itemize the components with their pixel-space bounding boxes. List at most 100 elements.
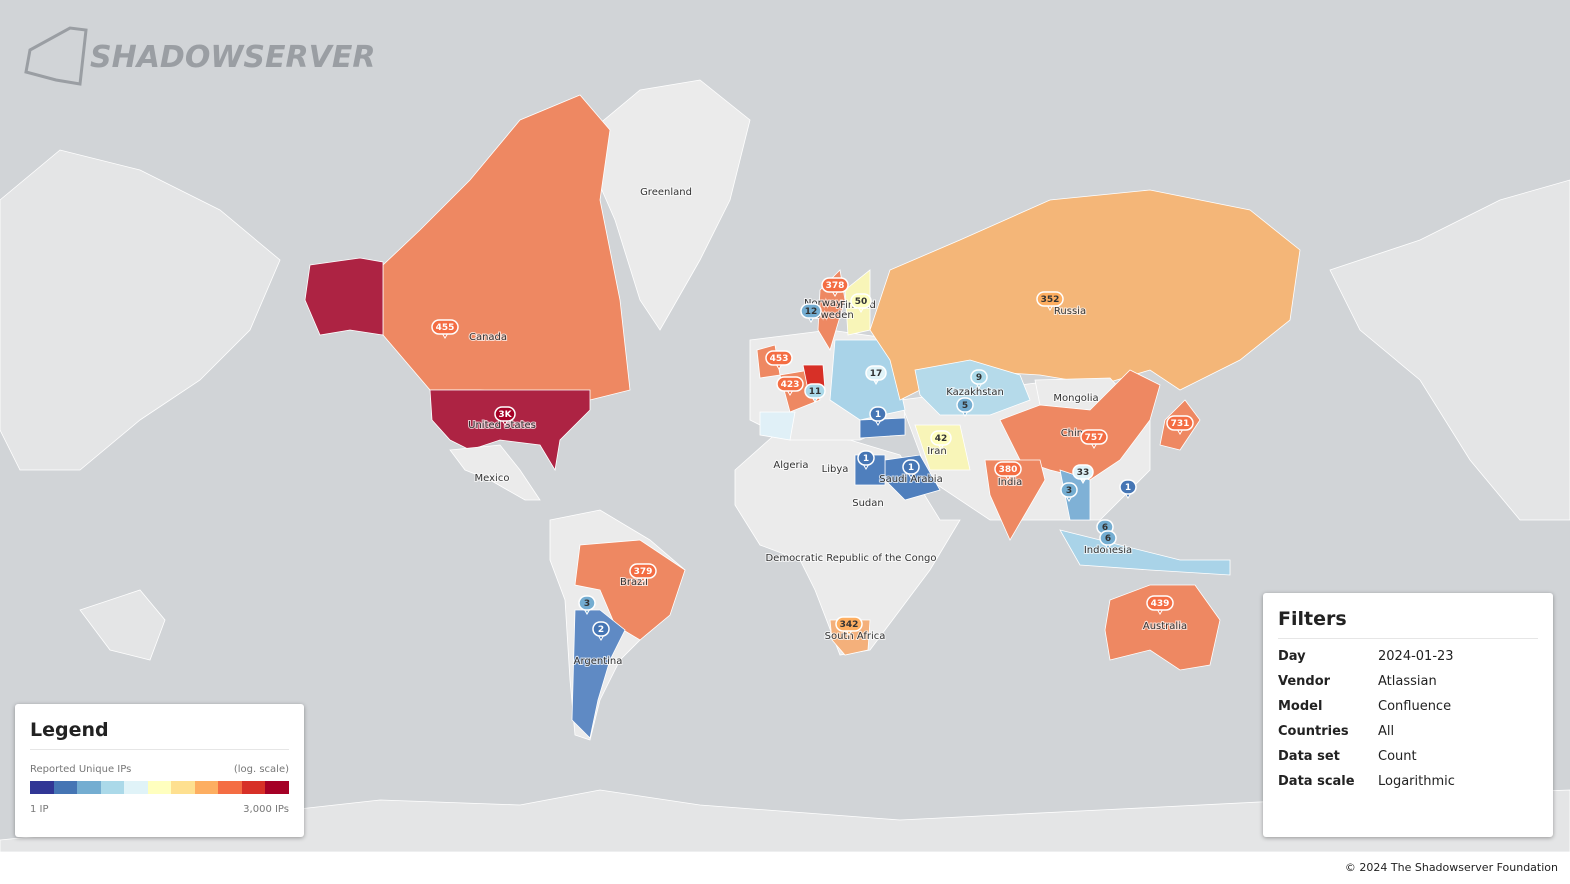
legend-swatch [30,781,54,794]
country-label: Argentina [574,656,623,667]
marker-label: 1 [1125,483,1131,493]
marker-label: 1 [863,454,869,464]
country-label: India [998,477,1023,488]
country-label: Sudan [852,498,884,509]
marker-label: 12 [805,307,818,317]
country-label: Libya [822,464,849,475]
argentina [571,609,626,739]
filters: Filters Day 2024-01-23 Vendor Atlassian Mode… [1263,593,1553,837]
marker-label: 6 [1105,534,1111,544]
markers: 4553K37932453423378125011171114295352380… [431,277,1194,641]
country-label: Australia [1143,621,1187,632]
logo: SHADOWSERVER [24,26,375,86]
marker-body [431,319,459,335]
marker-label: 11 [809,387,822,397]
marker-label: 5 [962,401,968,411]
marker-label: 352 [1041,295,1060,305]
marker-body [592,621,610,637]
marker-body [930,430,952,446]
marker-body [1036,291,1064,307]
marker-label: 342 [840,620,859,630]
marker: 757 [1080,429,1108,449]
country-label: Russia [1054,306,1086,317]
filter-value: Logarithmic [1378,774,1455,789]
marker: 3K [494,406,516,426]
filters-title: Filters [1278,608,1538,639]
australia [1104,584,1221,671]
marker: 342 [835,616,863,636]
legend-swatch [77,781,101,794]
marker-label: 6 [1102,523,1108,533]
marker: 423 [776,376,804,396]
land-south [79,589,166,661]
marker-label: 423 [781,380,800,390]
marker-label: 3 [1066,486,1072,496]
marker-label: 33 [1077,468,1090,478]
legend-title: Legend [30,719,289,750]
marker-body [1146,595,1174,611]
filter-row: Vendor Atlassian [1278,674,1538,689]
marker-body [850,293,872,309]
marker-body [1060,482,1078,498]
legend-swatch [100,781,125,794]
legend-swatch [124,781,148,794]
filter-value: Confluence [1378,699,1452,714]
marker-label: 1 [875,410,881,420]
logo-icon [24,26,88,86]
land [0,79,1570,852]
legend-swatch [147,781,172,794]
marker-body [1072,464,1094,480]
marker-label: 379 [634,567,653,577]
marker: 5 [956,397,974,417]
country-label: South Africa [825,631,886,642]
legend-header: Reported Unique IPs (log. scale) [30,764,289,775]
marker-body [804,383,826,399]
marker: 33 [1072,464,1094,484]
marker: 439 [1146,595,1174,615]
marker: 379 [629,563,657,583]
marker-body [956,397,974,413]
marker-label: 2 [598,625,604,635]
legend-swatch [194,781,219,794]
marker: 50 [850,293,872,313]
land-west [0,149,281,471]
marker-body [776,376,804,392]
marker: 1 [1119,479,1137,499]
country-label: Saudi Arabia [879,474,942,485]
marker-body [629,563,657,579]
marker: 453 [765,350,793,370]
kazakhstan [914,359,1031,416]
country-label: Sweden [814,310,854,321]
filter-key: Data set [1278,749,1340,764]
marker-label: 3K [498,410,512,420]
filter-row: Model Confluence [1278,699,1538,714]
country-label: Mexico [475,473,510,484]
filter-row: Data set Count [1278,749,1538,764]
marker: 1 [857,450,875,470]
filter-row: Data scale Logarithmic [1278,774,1538,789]
marker: 42 [930,430,952,450]
legend-scale [30,781,290,794]
marker: 1 [869,406,887,426]
country-label: Mongolia [1053,393,1098,404]
marker-label: 453 [770,354,789,364]
spain [759,411,796,441]
country-label: Kazakhstan [946,387,1004,398]
iran [914,424,971,471]
marker-label: 17 [870,369,883,379]
legend-swatch [171,781,195,794]
legend: Legend Reported Unique IPs (log. scale) … [15,704,304,837]
marker: 352 [1036,291,1064,311]
marker-body [1119,479,1137,495]
logo-text: SHADOWSERVER [90,40,375,75]
marker-label: 439 [1151,599,1170,609]
marker: 17 [865,365,887,385]
marker-label: 380 [999,465,1018,475]
legend-min: 1 IP [30,804,49,815]
marker-body [800,303,822,319]
marker: 9 [970,369,988,389]
marker-body [865,365,887,381]
country-label: Democratic Republic of the Congo [765,553,936,564]
legend-swatch [241,781,266,794]
